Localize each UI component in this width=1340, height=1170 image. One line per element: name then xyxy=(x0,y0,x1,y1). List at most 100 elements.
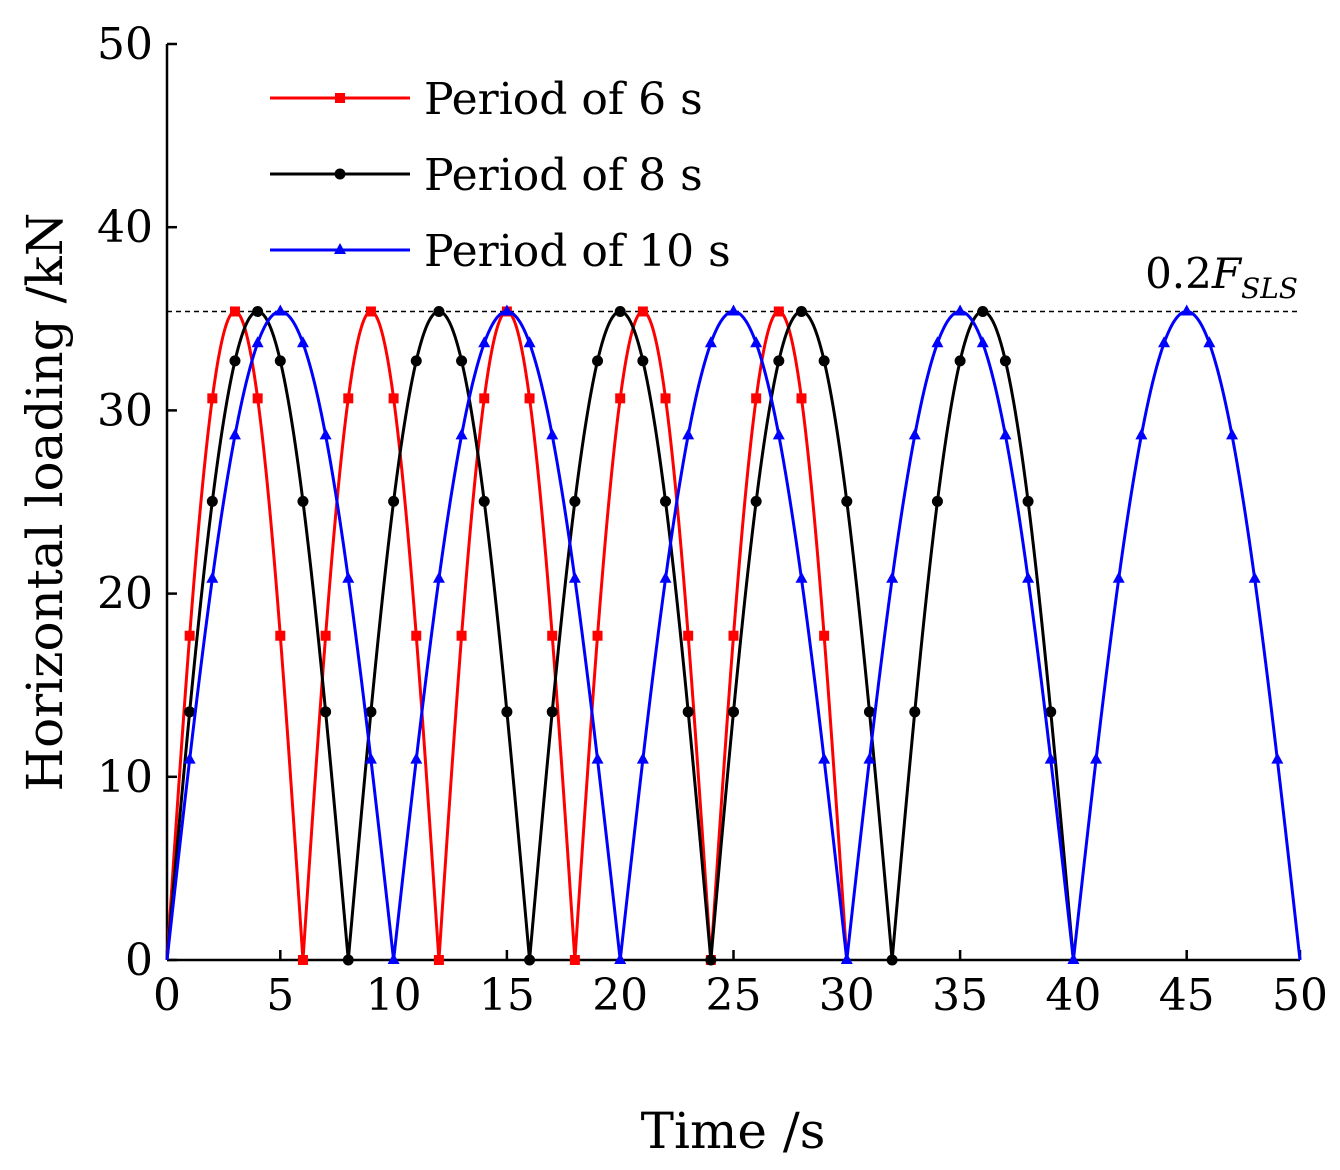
y-tick-label: 0 xyxy=(125,935,153,986)
data-point xyxy=(614,305,626,317)
data-point xyxy=(184,706,196,718)
data-point xyxy=(478,336,491,348)
x-axis-title: Time /s xyxy=(641,1102,826,1160)
y-tick-label: 20 xyxy=(97,569,153,620)
data-point xyxy=(320,706,332,718)
x-tick-label: 35 xyxy=(932,970,988,1021)
x-tick-label: 5 xyxy=(266,970,294,1021)
data-point xyxy=(1067,953,1080,964)
data-point xyxy=(1203,336,1216,348)
legend: Period of 6 s Period of 8 s Period of 10… xyxy=(270,74,731,277)
data-point xyxy=(252,393,263,404)
data-point xyxy=(1044,752,1057,764)
data-point xyxy=(206,571,219,583)
data-point xyxy=(819,630,830,641)
data-point xyxy=(568,571,581,583)
x-tick-label: 25 xyxy=(706,970,762,1021)
data-point xyxy=(523,336,536,348)
data-point xyxy=(954,304,967,316)
data-point xyxy=(501,706,513,718)
data-point xyxy=(183,752,196,764)
y-tick-label: 50 xyxy=(97,19,153,70)
legend-item-period-6: Period of 6 s xyxy=(270,74,703,125)
data-point xyxy=(592,355,604,367)
data-point xyxy=(1158,336,1171,348)
data-point xyxy=(365,306,376,317)
legend-label-period-8: Period of 8 s xyxy=(424,150,703,201)
data-point xyxy=(772,428,785,440)
data-point xyxy=(524,393,535,404)
legend-marker-period-10 xyxy=(334,243,346,254)
data-point xyxy=(841,495,853,507)
data-point xyxy=(728,630,739,641)
data-point xyxy=(411,630,422,641)
data-point xyxy=(704,336,717,348)
data-point xyxy=(433,305,445,317)
data-point xyxy=(773,355,785,367)
data-point xyxy=(682,706,694,718)
x-tick-label: 10 xyxy=(366,970,422,1021)
data-point xyxy=(229,355,241,367)
data-point xyxy=(592,630,603,641)
data-point xyxy=(524,954,536,966)
data-point xyxy=(683,630,694,641)
data-point xyxy=(207,393,218,404)
data-point xyxy=(478,495,490,507)
data-point xyxy=(319,428,332,440)
data-point xyxy=(1112,571,1125,583)
data-point xyxy=(636,752,649,764)
data-point xyxy=(751,393,762,404)
data-point xyxy=(479,393,490,404)
data-point xyxy=(660,495,672,507)
data-point xyxy=(999,428,1012,440)
data-point xyxy=(840,953,853,964)
data-point xyxy=(547,630,558,641)
legend-item-period-8: Period of 8 s xyxy=(270,150,703,201)
data-point xyxy=(637,355,649,367)
legend-label-period-10: Period of 10 s xyxy=(424,226,731,277)
data-point xyxy=(886,571,899,583)
data-point xyxy=(705,954,717,966)
data-point xyxy=(343,393,354,404)
data-point xyxy=(773,306,784,317)
reference-label-subscript: SLS xyxy=(1241,272,1298,305)
data-point xyxy=(251,336,264,348)
y-ticks: 0 10 20 30 40 50 xyxy=(97,19,177,986)
data-point xyxy=(659,571,672,583)
legend-label-period-6: Period of 6 s xyxy=(424,74,703,125)
data-point xyxy=(1022,571,1035,583)
data-point xyxy=(296,336,309,348)
data-point xyxy=(432,571,445,583)
data-point xyxy=(954,355,966,367)
data-point xyxy=(931,495,943,507)
data-point xyxy=(456,630,467,641)
data-point xyxy=(364,752,377,764)
series-layer xyxy=(165,304,1302,966)
data-point xyxy=(387,953,400,964)
data-point xyxy=(546,706,558,718)
reference-label-italic: F xyxy=(1211,249,1243,298)
x-tick-label: 15 xyxy=(479,970,535,1021)
data-point xyxy=(818,355,830,367)
reference-label-main: 0.2 xyxy=(1145,249,1212,298)
series-line-period-6 xyxy=(165,309,849,962)
data-point xyxy=(433,955,444,965)
data-point xyxy=(1090,752,1103,764)
data-point xyxy=(365,706,377,718)
data-point xyxy=(818,752,831,764)
data-point xyxy=(1022,495,1034,507)
data-point xyxy=(750,495,762,507)
series-period-6 xyxy=(165,306,849,965)
data-point xyxy=(206,495,218,507)
data-point xyxy=(410,355,422,367)
x-tick-label: 40 xyxy=(1045,970,1101,1021)
data-point xyxy=(908,428,921,440)
data-point xyxy=(297,955,308,965)
y-tick-label: 10 xyxy=(97,752,153,803)
data-point xyxy=(342,571,355,583)
y-tick-label: 30 xyxy=(97,385,153,436)
data-point xyxy=(1226,428,1239,440)
data-point xyxy=(320,630,331,641)
x-tick-label: 30 xyxy=(819,970,875,1021)
